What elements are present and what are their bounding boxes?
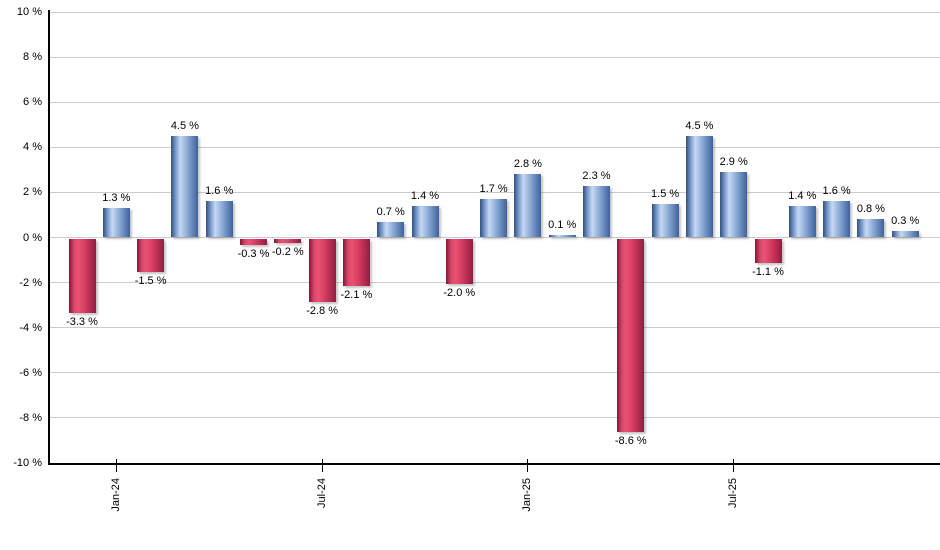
negative-return-bar[interactable] — [308, 238, 336, 302]
y-gridline — [49, 237, 940, 238]
y-gridline — [49, 191, 940, 193]
y-gridline — [49, 11, 940, 13]
x-axis-tick — [527, 459, 529, 472]
bar-value-label: 0.1 % — [548, 219, 577, 232]
bar-value-label: 1.4 % — [410, 189, 440, 202]
x-axis-tick-label-text: Jan-25 — [521, 478, 534, 512]
y-axis-line — [48, 10, 50, 465]
negative-return-bar[interactable] — [342, 238, 370, 286]
bar-value-label: 1.6 % — [822, 185, 851, 198]
bar-value-label: 1.6 % — [205, 185, 234, 198]
y-gridline — [49, 327, 940, 329]
negative-return-bar[interactable] — [617, 238, 645, 433]
x-axis-tick — [733, 459, 735, 472]
positive-return-bar[interactable] — [857, 219, 885, 238]
y-axis-tick-label: -8 % — [19, 411, 42, 424]
positive-return-bar[interactable] — [548, 235, 576, 238]
x-axis-line — [48, 463, 940, 465]
x-axis-tick-label-text: Jul-24 — [315, 478, 328, 508]
bar-value-label: 2.8 % — [513, 158, 542, 171]
bar-value-label: 1.7 % — [479, 183, 508, 196]
y-axis-tick-label: 8 % — [23, 51, 42, 64]
x-axis-tick-label: Jan-25 — [521, 474, 555, 512]
positive-return-bar[interactable] — [823, 201, 851, 238]
negative-return-bar[interactable] — [240, 238, 267, 246]
positive-return-bar[interactable] — [411, 205, 439, 238]
y-axis-tick-label: 10 % — [16, 6, 42, 18]
bar-value-label: 2.9 % — [719, 156, 748, 169]
positive-return-bar[interactable] — [720, 172, 748, 238]
negative-return-bar[interactable] — [68, 238, 96, 313]
bar-value-label: 2.3 % — [582, 169, 611, 182]
positive-return-bar[interactable] — [377, 221, 405, 238]
y-axis-tick-label: -10 % — [13, 457, 42, 469]
bar-value-label: 1.4 % — [788, 189, 817, 202]
y-axis-tick-label: -4 % — [19, 321, 42, 334]
x-axis-tick-label: Jul-25 — [727, 474, 757, 508]
bar-value-label: -2.8 % — [306, 304, 338, 317]
x-axis-tick — [321, 459, 323, 472]
y-axis-tick-label: 0 % — [23, 231, 42, 244]
positive-return-bar[interactable] — [788, 205, 816, 238]
bar-value-label: -0.2 % — [271, 246, 304, 258]
bar-value-label: 1.3 % — [102, 192, 131, 205]
bar-value-label: 0.7 % — [376, 205, 405, 218]
y-axis-tick-label: 6 % — [23, 96, 42, 109]
y-gridline — [49, 417, 940, 419]
positive-return-bar[interactable] — [651, 203, 679, 238]
y-axis-tick-label: 2 % — [23, 186, 42, 199]
bar-value-label: -1.1 % — [752, 266, 784, 279]
bar-value-label: -3.3 % — [66, 315, 98, 328]
bar-value-label: -0.3 % — [237, 248, 270, 261]
positive-return-bar[interactable] — [891, 230, 919, 238]
y-gridline — [49, 146, 940, 148]
negative-return-bar[interactable] — [754, 238, 782, 264]
positive-return-bar[interactable] — [171, 136, 199, 238]
bar-value-label: -1.5 % — [134, 275, 167, 288]
bar-value-label: -8.6 % — [614, 435, 647, 448]
y-gridline — [49, 282, 940, 284]
positive-return-bar[interactable] — [685, 136, 713, 238]
negative-return-bar[interactable] — [445, 238, 473, 284]
x-axis-tick — [115, 459, 117, 472]
bar-value-label: -2.0 % — [443, 286, 476, 299]
x-axis-tick-label-text: Jan-24 — [109, 478, 122, 512]
bar-value-label: 0.8 % — [856, 203, 885, 216]
y-axis-tick-label: 4 % — [23, 141, 42, 154]
y-gridline — [49, 372, 940, 374]
positive-return-bar[interactable] — [514, 174, 542, 238]
bar-value-label: 4.5 % — [685, 120, 714, 133]
bar-value-label: 1.5 % — [651, 187, 680, 200]
positive-return-bar[interactable] — [102, 208, 130, 238]
bar-value-label: 0.3 % — [891, 214, 920, 227]
y-axis-tick-label: -6 % — [19, 366, 42, 379]
x-axis-tick-label: Jul-24 — [316, 474, 346, 508]
bar-value-label: 4.5 % — [170, 120, 199, 133]
y-axis-tick-label: -2 % — [19, 276, 42, 289]
positive-return-bar[interactable] — [480, 199, 508, 238]
x-axis-tick-label: Jan-24 — [110, 474, 144, 512]
negative-return-bar[interactable] — [137, 238, 165, 273]
y-gridline — [49, 101, 940, 103]
y-gridline — [49, 56, 940, 58]
negative-return-bar[interactable] — [274, 238, 302, 243]
x-axis-tick-label-text: Jul-25 — [727, 478, 740, 508]
positive-return-bar[interactable] — [205, 201, 233, 238]
positive-return-bar[interactable] — [583, 185, 610, 238]
bar-value-label: -2.1 % — [340, 288, 373, 301]
